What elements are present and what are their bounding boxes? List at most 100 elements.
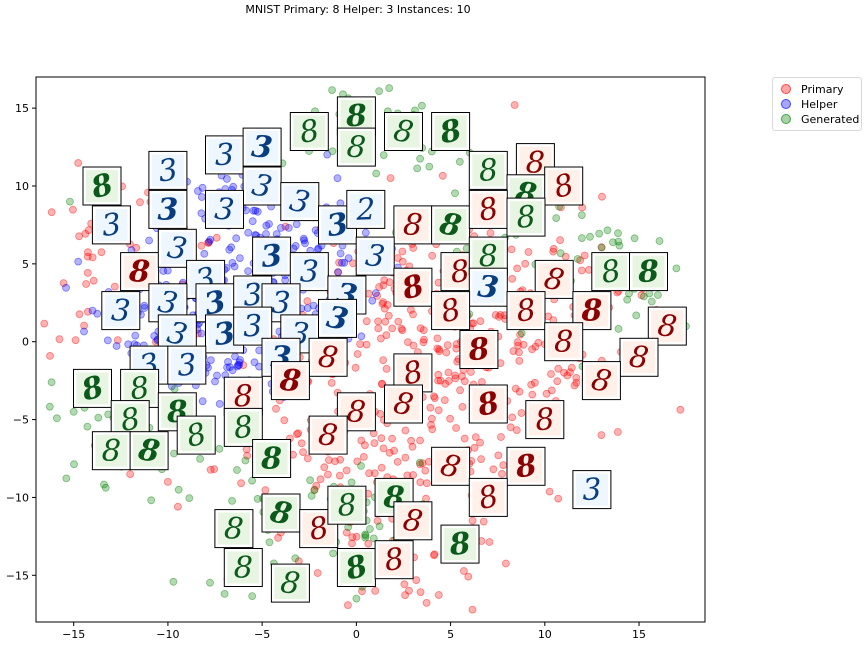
data-point [451,371,460,380]
thumbnail-digit: 8 [277,362,303,399]
thumbnail-background [170,349,203,382]
data-point [235,361,243,370]
data-point [452,344,461,353]
thumbnail-background [161,317,194,350]
data-point [506,423,515,432]
data-point [476,438,485,447]
data-point [434,370,443,379]
data-point [566,368,574,377]
data-point [580,251,589,260]
thumbnail-background [114,403,147,436]
data-point [374,324,383,333]
data-point [198,183,207,192]
thumbnail-background [227,551,260,584]
data-point [515,356,524,365]
data-point [81,229,90,238]
thumbnail-digit: 3 [110,293,131,329]
data-point [170,385,179,393]
thumbnail-background [293,115,326,148]
data-point [62,474,71,483]
data-point [485,538,494,546]
thumbnail-background [396,271,429,304]
data-point [323,150,332,159]
data-point [501,559,510,568]
data-point [403,338,412,347]
thumbnail-digit: 8 [344,98,368,134]
data-point [353,350,362,358]
thumbnail-digit: 3 [157,192,178,227]
thumbnail-background [378,543,411,576]
digit-thumbnail: 8 [393,501,433,541]
data-point [310,486,319,495]
data-point [368,296,377,305]
data-point [353,457,362,466]
data-point [441,379,450,388]
data-point [94,413,103,422]
digit-thumbnail: 8 [506,197,546,237]
thumbnail-digit: 8 [316,417,339,454]
data-point [342,466,351,475]
data-point [335,258,344,267]
thumbnail-background [227,380,260,413]
thumbnail-background [217,512,250,545]
data-point [425,162,434,171]
thumbnail-digit: 8 [346,129,367,165]
thumbnail-background [274,364,307,397]
digit-thumbnail: 8 [431,112,471,151]
data-point [479,517,488,526]
data-point [83,422,92,431]
digit-thumbnail: 8 [176,415,216,455]
thumbnail-background [255,442,288,475]
data-point [75,310,84,319]
data-point [547,386,556,395]
data-point [66,197,74,206]
data-point [173,502,182,511]
data-point [45,402,54,411]
data-point [576,256,585,265]
digit-thumbnail: 3 [148,283,188,323]
y-tick-label: 10 [15,180,29,193]
data-point [323,470,332,479]
x-tick-label: −5 [254,628,270,641]
data-point [597,243,606,252]
data-point [229,182,238,191]
data-point [324,456,333,465]
thumbnail-digit: 8 [636,254,660,290]
data-point [356,340,365,349]
data-point [253,494,262,503]
thumbnail-digit: 8 [447,526,473,563]
thumbnail-digit: 8 [233,550,253,585]
data-point [556,249,565,258]
legend-label-generated: Generated [801,112,860,126]
thumbnail-digit: 8 [128,370,152,407]
digit-thumbnail: 2 [346,189,386,229]
data-point [553,377,562,386]
thumbnail-digit: 8 [554,325,574,360]
data-point [377,434,386,443]
thumbnail-background [387,388,420,420]
data-point [406,305,415,314]
data-point [372,169,381,178]
data-point [451,374,460,383]
data-point [379,281,388,290]
data-point [215,444,224,453]
data-point [420,335,428,344]
data-point [381,317,390,326]
data-point [486,229,495,237]
data-point [655,237,664,245]
data-point [197,193,206,201]
data-point [365,525,374,533]
data-point [230,262,239,271]
data-point [312,481,321,490]
data-point [433,334,442,343]
data-point [235,358,244,367]
data-point [310,485,319,494]
thumbnail-background [76,372,109,405]
legend-label-primary: Primary [801,82,844,96]
digit-thumbnail: 8 [82,166,122,206]
data-point [59,279,68,288]
digit-thumbnail: 3 [318,298,357,338]
data-point [379,298,388,307]
data-point [253,207,262,216]
thumbnail-digit: 3 [271,285,291,321]
